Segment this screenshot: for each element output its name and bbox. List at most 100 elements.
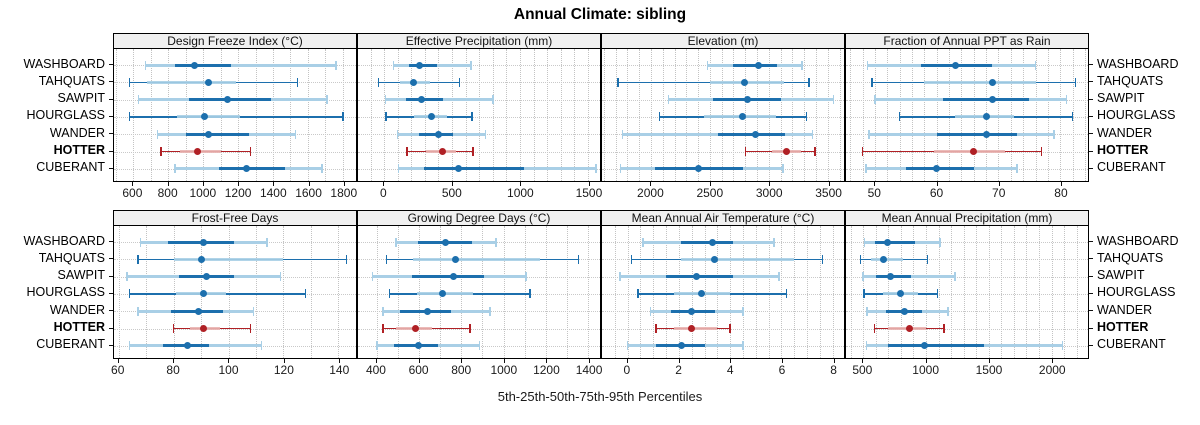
site-label-left-hourglass: HOURGLASS xyxy=(26,108,106,123)
range-5-95-band xyxy=(622,132,813,136)
gridline-vertical xyxy=(912,49,914,181)
site-label-right-tahquats: TAHQUATS xyxy=(1097,250,1164,265)
whisker-cap-95th xyxy=(321,164,323,174)
whisker-cap-5th xyxy=(126,272,128,282)
gridline-vertical xyxy=(376,226,378,358)
median-dot xyxy=(201,113,209,121)
whisker-cap-95th xyxy=(489,306,491,316)
whisker-cap-5th xyxy=(861,147,864,157)
axis-tick xyxy=(988,359,990,363)
panel-strip-design-freeze-index-c: Design Freeze Index (°C) xyxy=(113,33,357,48)
interquartile-band xyxy=(175,63,232,67)
gridline-vertical xyxy=(1084,49,1086,181)
interval-row-cuberant xyxy=(114,49,356,181)
gridline-vertical xyxy=(640,226,642,358)
gridline-vertical xyxy=(961,49,963,181)
interval-row-tahquats xyxy=(114,226,356,358)
gridline-vertical xyxy=(1076,226,1078,358)
panel-strip-title: Effective Precipitation (mm) xyxy=(405,34,553,48)
interval-row-wander xyxy=(846,226,1088,358)
axis-tick-label: 60 xyxy=(111,363,125,377)
axis-tick-label: 4 xyxy=(726,363,734,377)
gridline-vertical xyxy=(146,226,148,358)
gridline-vertical xyxy=(168,49,170,181)
whisker-cap-95th xyxy=(742,341,744,351)
whisker-cap-5th xyxy=(873,324,876,334)
panel-strip-title: Mean Annual Air Temperature (°C) xyxy=(631,211,815,225)
whisker-cap-5th xyxy=(371,272,374,282)
gridline-vertical xyxy=(419,226,421,358)
median-dot xyxy=(417,96,425,104)
axis-tick xyxy=(238,182,240,186)
gridline-horizontal xyxy=(602,151,844,153)
whisker-cap-5th xyxy=(156,129,159,139)
whisker-cap-95th xyxy=(814,147,816,157)
gridline-vertical xyxy=(850,49,852,181)
figure-title: Annual Climate: sibling xyxy=(513,6,687,23)
axis-tick-label: 1000 xyxy=(189,186,217,200)
whisker-cap-95th xyxy=(1061,341,1063,351)
whisker-cap-5th xyxy=(658,112,660,122)
panel-strip-fraction-of-annual-ppt-as-rain: Fraction of Annual PPT as Rain xyxy=(845,33,1089,48)
panel-elevation-m xyxy=(601,48,845,182)
site-label-right-washboard: WASHBOARD xyxy=(1097,56,1179,71)
whisker-cap-5th xyxy=(866,306,868,316)
axis-tick xyxy=(461,359,463,363)
whisker-cap-5th xyxy=(865,164,867,174)
gridline-vertical xyxy=(832,226,834,358)
axis-tick-label: 70 xyxy=(992,186,1006,200)
whisker-cap-5th xyxy=(128,112,131,122)
gridline-vertical xyxy=(338,226,340,358)
whisker-cap-95th xyxy=(470,60,472,70)
whisker-cap-95th xyxy=(939,237,941,247)
median-dot xyxy=(451,255,459,263)
interval-row-hotter xyxy=(358,49,600,181)
median-dot xyxy=(901,307,909,315)
interquartile-band xyxy=(936,132,1017,136)
gridline-vertical xyxy=(185,49,187,181)
interval-row-hourglass xyxy=(114,49,356,181)
interquartile-band xyxy=(870,257,904,261)
gridline-vertical xyxy=(794,226,796,358)
whisker-cap-5th xyxy=(160,147,162,157)
interval-row-cuberant xyxy=(602,49,844,181)
interval-row-tahquats xyxy=(846,49,1088,181)
gridline-vertical xyxy=(1064,226,1066,358)
gridline-vertical xyxy=(704,226,706,358)
axis-tick-label: 800 xyxy=(157,186,178,200)
gridline-vertical xyxy=(482,226,484,358)
panel-strip-title: Fraction of Annual PPT as Rain xyxy=(883,34,1051,48)
whisker-cap-95th xyxy=(345,254,348,264)
axis-tick-label: 800 xyxy=(451,363,472,377)
gridline-horizontal xyxy=(358,82,600,84)
axis-tick xyxy=(383,182,385,186)
median-dot xyxy=(739,113,747,121)
site-label-left-wander: WANDER xyxy=(49,302,105,317)
gridline-vertical xyxy=(524,226,526,358)
gridline-vertical xyxy=(228,226,230,358)
whisker-cap-5th xyxy=(128,77,131,87)
interval-row-tahquats xyxy=(358,49,600,181)
axis-tick xyxy=(828,182,830,186)
row-tick xyxy=(1089,241,1093,242)
median-dot xyxy=(921,342,929,350)
median-dot xyxy=(982,130,990,138)
axis-tick xyxy=(451,182,453,186)
row-tick xyxy=(109,81,113,83)
row-tick xyxy=(109,167,113,169)
median-dot xyxy=(414,342,422,350)
whisker-cap-5th xyxy=(862,272,864,282)
axis-tick-label: 1000 xyxy=(507,186,534,200)
whisker-cap-95th xyxy=(729,324,731,334)
axis-tick xyxy=(833,359,835,363)
site-label-left-tahquats: TAHQUATS xyxy=(38,73,105,88)
gridline-vertical xyxy=(567,226,569,358)
whisker-cap-95th xyxy=(801,60,803,70)
gridline-horizontal xyxy=(846,293,1088,295)
median-dot xyxy=(204,78,212,86)
row-tick xyxy=(1089,81,1093,83)
whisker-cap-95th xyxy=(279,272,282,282)
gridline-vertical xyxy=(862,49,864,181)
panel-growing-degree-days-c xyxy=(357,225,601,359)
interval-row-cuberant xyxy=(358,49,600,181)
